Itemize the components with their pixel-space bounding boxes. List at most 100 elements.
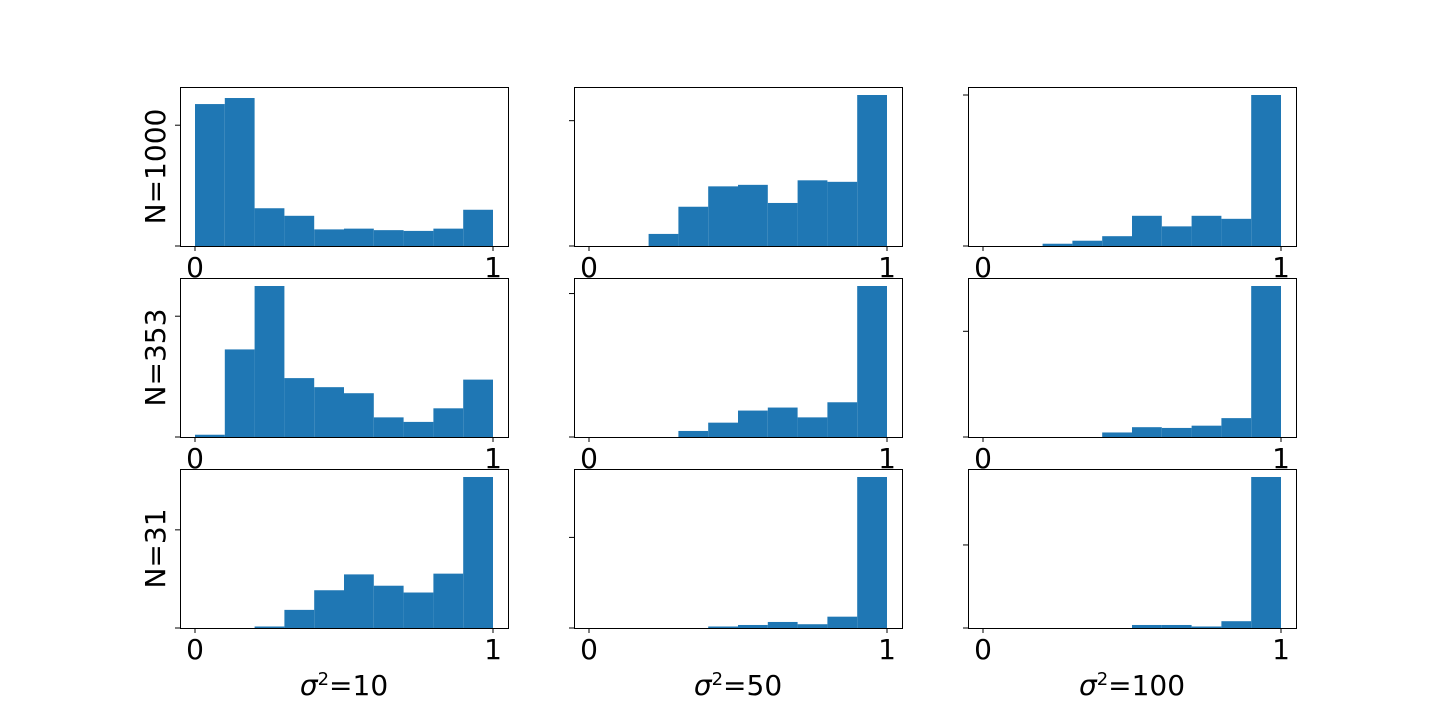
x-tick-label: 1 — [484, 633, 502, 666]
bar-bin-7 — [373, 230, 404, 246]
x-tick-label: 0 — [974, 251, 992, 284]
panel-frame — [180, 469, 509, 629]
bar-bin-7 — [1161, 624, 1192, 628]
bar-bin-3 — [254, 208, 285, 246]
x-tick-label: 1 — [484, 251, 502, 284]
bar-bin-10 — [463, 477, 493, 628]
bar-bin-7 — [373, 417, 404, 437]
bar-bin-6 — [738, 410, 768, 437]
bar-bin-7 — [767, 621, 798, 628]
bar-bin-9 — [433, 573, 464, 628]
bar-bin-7 — [373, 585, 404, 628]
x-tick-label: 0 — [186, 442, 204, 475]
bar-bin-5 — [1102, 236, 1132, 246]
panels-group: 0 1 0 1 0 10 1 0 1 0 10 1 0 1 0 1 — [175, 87, 1297, 666]
bar-bin-7 — [1161, 427, 1192, 437]
bar-bin-6 — [1132, 215, 1162, 246]
x-tick-label: 0 — [580, 251, 598, 284]
panel-frame — [968, 278, 1297, 438]
x-tick-label: 1 — [878, 442, 896, 475]
bar-bin-3 — [1042, 243, 1073, 246]
bar-bin-9 — [827, 402, 858, 437]
bar-bin-9 — [1221, 418, 1252, 437]
x-tick-label: 1 — [1272, 442, 1290, 475]
x-tick-label: 1 — [878, 633, 896, 666]
bar-bin-5 — [314, 590, 344, 628]
bar-bin-10 — [1251, 477, 1281, 628]
x-tick-label: 0 — [580, 442, 598, 475]
bar-bin-10 — [1251, 95, 1281, 246]
bar-bin-4 — [678, 430, 709, 437]
bar-bin-4 — [284, 215, 315, 246]
bar-bin-3 — [254, 626, 285, 628]
bar-bin-6 — [738, 624, 768, 628]
bar-bin-5 — [1102, 432, 1132, 437]
bar-bin-1 — [195, 434, 225, 437]
bar-bin-6 — [1132, 427, 1162, 437]
bar-bin-8 — [797, 417, 828, 437]
x-tick-label: 0 — [974, 442, 992, 475]
panel-frame — [968, 469, 1297, 629]
bar-bin-6 — [344, 574, 374, 628]
x-tick-label: 0 — [580, 633, 598, 666]
bar-bin-8 — [403, 592, 434, 628]
bar-bin-9 — [433, 408, 464, 437]
bar-bin-10 — [857, 286, 887, 437]
panel-frame — [180, 87, 509, 247]
bar-bin-6 — [738, 184, 768, 246]
bar-bin-2 — [224, 349, 255, 437]
panel-frame — [574, 469, 903, 629]
row-label-3: N=31 — [139, 508, 172, 588]
bar-bin-9 — [827, 616, 858, 628]
bar-bin-8 — [1191, 626, 1222, 628]
bar-bin-7 — [767, 407, 798, 437]
x-tick-label: 1 — [1272, 251, 1290, 284]
x-tick-label: 0 — [974, 633, 992, 666]
bar-bin-5 — [708, 422, 738, 437]
x-tick-label: 1 — [484, 442, 502, 475]
bar-bin-10 — [463, 379, 493, 437]
x-tick-label: 1 — [878, 251, 896, 284]
bar-bin-3 — [648, 233, 679, 246]
bar-bin-8 — [1191, 215, 1222, 246]
row-label-1: N=1000 — [139, 109, 172, 225]
bar-bin-7 — [1161, 226, 1192, 246]
column-label-3: σ2=100 — [1079, 669, 1185, 703]
bar-bin-6 — [344, 228, 374, 246]
bar-bin-9 — [827, 181, 858, 246]
bar-bin-5 — [708, 186, 738, 246]
x-tick-label: 0 — [186, 251, 204, 284]
column-labels-group: σ2=10 σ2=50 σ2=100 — [300, 669, 1185, 703]
bar-bin-3 — [254, 286, 285, 437]
bar-bin-8 — [797, 180, 828, 246]
panel-frame — [574, 278, 903, 438]
bar-bin-2 — [224, 98, 255, 247]
x-tick-label: 1 — [1272, 633, 1290, 666]
bar-bin-5 — [314, 387, 344, 437]
column-label-1: σ2=10 — [300, 669, 388, 703]
bar-bin-10 — [857, 477, 887, 628]
bar-bin-10 — [463, 209, 493, 246]
bar-bin-4 — [1072, 240, 1103, 246]
column-label-2: σ2=50 — [694, 669, 782, 703]
x-tick-label: 0 — [186, 633, 204, 666]
bar-bin-4 — [284, 609, 315, 628]
panel-frame — [968, 87, 1297, 247]
bar-bin-6 — [344, 393, 374, 437]
bar-bin-4 — [678, 206, 709, 246]
panel-frame — [180, 278, 509, 438]
bar-bin-6 — [1132, 624, 1162, 628]
bar-bin-8 — [797, 624, 828, 628]
bar-bin-8 — [403, 421, 434, 437]
bar-bin-8 — [1191, 425, 1222, 437]
bar-bin-1 — [195, 104, 225, 246]
